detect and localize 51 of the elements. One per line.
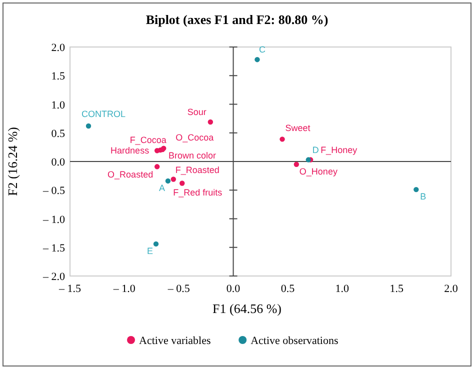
point <box>153 241 159 247</box>
data-label: C <box>258 44 266 55</box>
y-axis-title: F2 (16.24 %) <box>5 127 20 196</box>
data-label: Sweet <box>285 123 311 134</box>
point <box>294 162 300 167</box>
data-label: Brown color <box>168 150 216 160</box>
point <box>414 186 419 192</box>
y-tick-label: – 0.5 <box>42 185 66 198</box>
point <box>208 119 214 125</box>
x-tick-label: 1.5 <box>390 283 404 295</box>
legend-label: Active observations <box>250 335 338 347</box>
y-tick-label: 1.5 <box>51 70 66 83</box>
data-label: F_Red fruits <box>173 187 223 198</box>
x-axis-title: F1 (64.56 %) <box>212 301 282 316</box>
x-tick-label: 0.5 <box>280 283 296 295</box>
point <box>154 164 160 170</box>
y-tick-label: 0.0 <box>51 156 66 168</box>
point <box>86 123 92 129</box>
x-tick-label: 2.0 <box>444 283 458 295</box>
y-tick-label: 0.5 <box>51 128 66 140</box>
y-tick-label: – 1.5 <box>42 242 66 254</box>
y-tick-label: – 1.0 <box>42 214 66 226</box>
point <box>180 180 185 186</box>
data-label: F_Cocoa <box>130 135 166 146</box>
chart-title: Biplot (axes F1 and F2: 80.80 %) <box>146 12 328 27</box>
legend-label: Active variables <box>139 335 211 347</box>
x-tick-label: – 0.5 <box>166 283 190 295</box>
data-label: B <box>420 192 426 202</box>
x-tick-label: – 1.0 <box>112 283 136 295</box>
data-label: F_Honey <box>320 144 358 155</box>
data-label: Sour <box>187 106 206 117</box>
y-tick-label: 1.0 <box>51 99 66 112</box>
point <box>165 178 171 184</box>
y-tick-label: 2.0 <box>51 42 66 54</box>
data-label: Hardness <box>110 146 150 156</box>
data-label: O_Cocoa <box>176 132 214 142</box>
data-label: O_Roasted <box>108 170 154 180</box>
point <box>170 176 176 182</box>
data-label: CONTROL <box>82 109 126 120</box>
point <box>254 57 260 62</box>
data-label: F_Roasted <box>175 165 220 176</box>
point <box>280 136 285 142</box>
data-label: O_Honey <box>299 166 338 176</box>
point <box>306 157 311 162</box>
x-tick-label: 0.0 <box>226 283 241 295</box>
data-label: A <box>158 182 165 193</box>
data-label: E <box>146 246 154 256</box>
point <box>154 148 160 154</box>
y-tick-label: – 2.0 <box>42 271 66 283</box>
x-tick-label: 1.0 <box>335 283 350 295</box>
data-label: D <box>312 144 320 155</box>
